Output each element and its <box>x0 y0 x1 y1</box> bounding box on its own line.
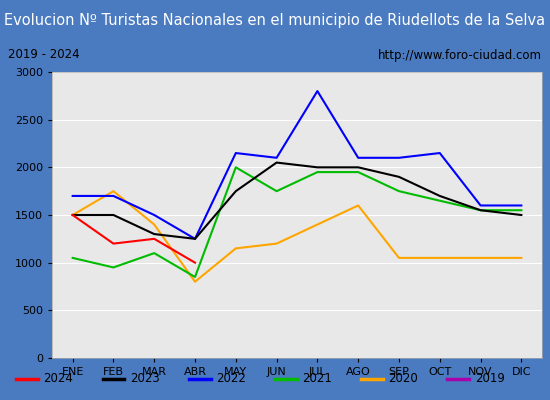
Text: http://www.foro-ciudad.com: http://www.foro-ciudad.com <box>378 48 542 62</box>
Text: 2023: 2023 <box>130 372 159 386</box>
Text: 2024: 2024 <box>43 372 74 386</box>
Text: 2019: 2019 <box>475 372 504 386</box>
Text: 2022: 2022 <box>216 372 246 386</box>
Text: 2019 - 2024: 2019 - 2024 <box>8 48 80 62</box>
Text: Evolucion Nº Turistas Nacionales en el municipio de Riudellots de la Selva: Evolucion Nº Turistas Nacionales en el m… <box>4 12 546 28</box>
Text: 2021: 2021 <box>302 372 332 386</box>
Text: 2020: 2020 <box>388 372 418 386</box>
